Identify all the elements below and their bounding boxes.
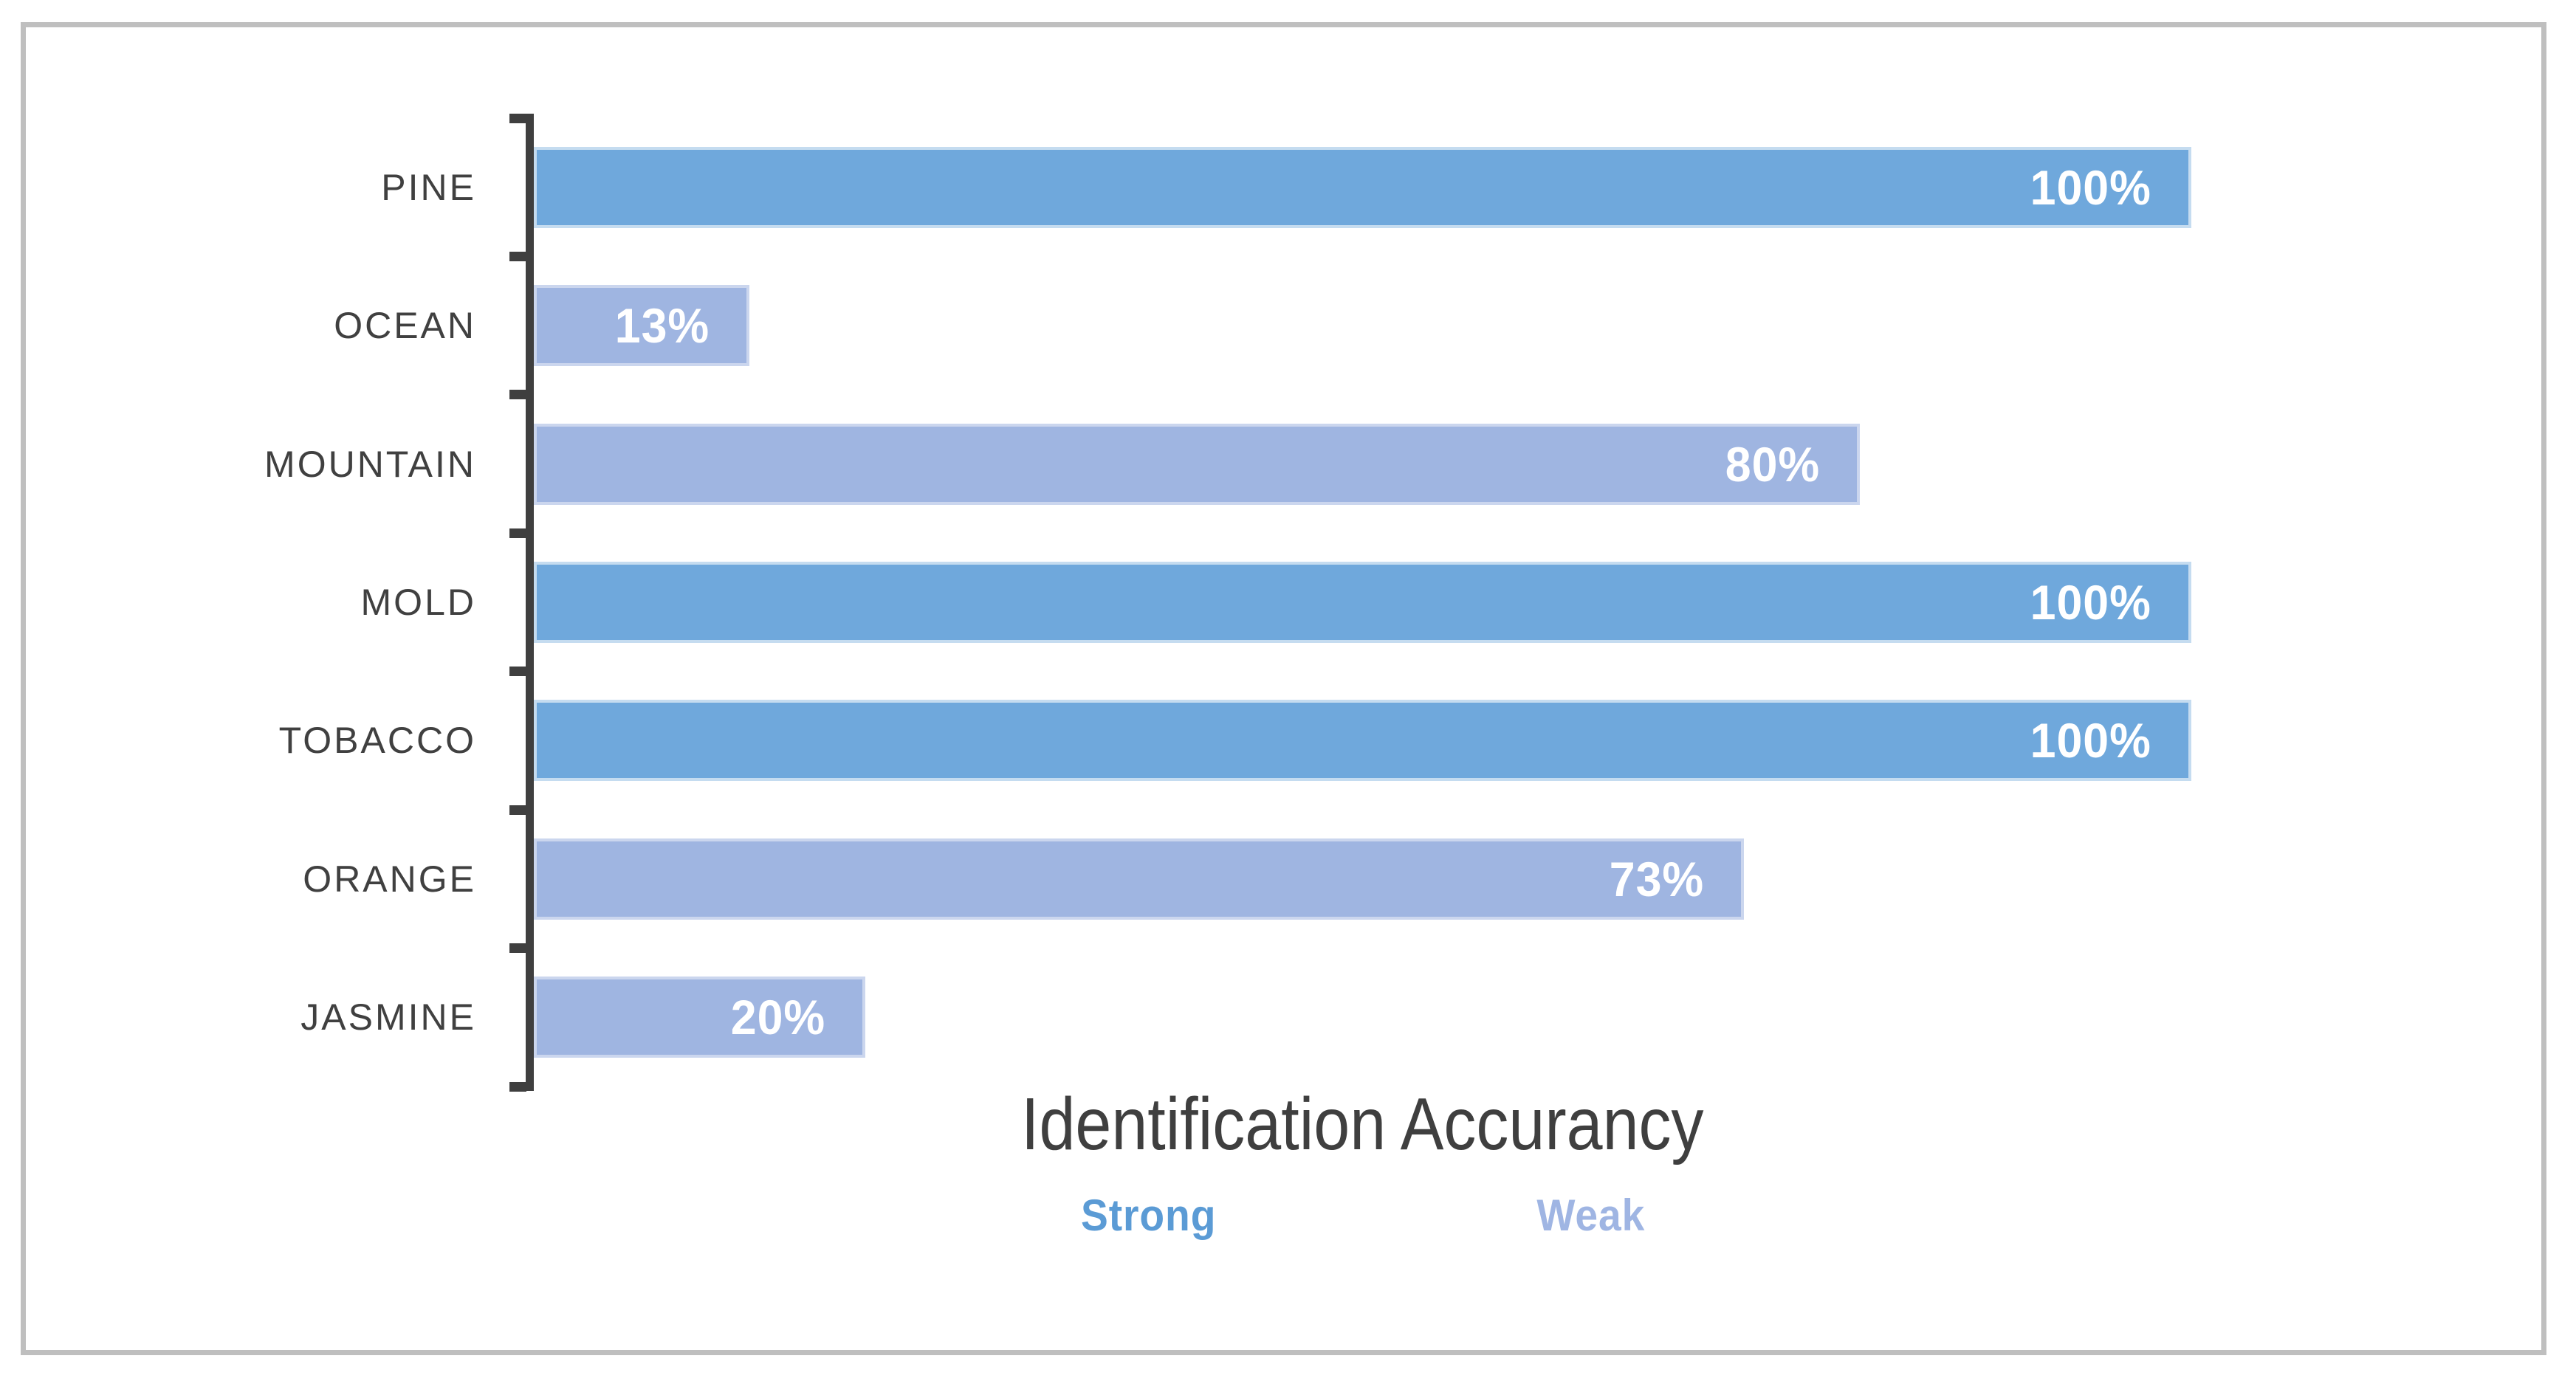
chart-title-wrap: Identification Accurancy xyxy=(534,1084,2191,1165)
axis-tick xyxy=(509,528,526,538)
value-label: 100% xyxy=(2030,713,2151,768)
bar-orange: 73% xyxy=(534,838,1744,920)
value-label: 73% xyxy=(1609,851,1704,906)
bar-ocean: 13% xyxy=(534,285,749,367)
legend-item-strong: Strong xyxy=(1080,1191,1217,1240)
value-label: 100% xyxy=(2030,575,2151,630)
category-label: ORANGE xyxy=(303,858,476,900)
bar-tobacco: 100% xyxy=(534,700,2191,782)
axis-tick xyxy=(509,1081,526,1092)
value-label: 100% xyxy=(2030,159,2151,215)
axis-tick xyxy=(509,667,526,677)
axis-tick xyxy=(509,805,526,815)
chart-frame xyxy=(21,22,2546,1355)
category-label: MOUNTAIN xyxy=(264,443,476,485)
category-label: TOBACCO xyxy=(278,720,476,762)
bar-jasmine: 20% xyxy=(534,977,865,1058)
category-label: MOLD xyxy=(360,581,476,623)
value-label: 20% xyxy=(730,990,825,1045)
legend: Strong Weak xyxy=(534,1190,2191,1241)
category-label: OCEAN xyxy=(334,305,476,347)
axis-tick xyxy=(509,943,526,954)
y-axis-line xyxy=(526,114,534,1091)
axis-tick xyxy=(509,113,526,123)
bar-mold: 100% xyxy=(534,562,2191,643)
axis-tick xyxy=(509,390,526,400)
bar-pine: 100% xyxy=(534,146,2191,228)
category-label: JASMINE xyxy=(300,996,476,1039)
category-label: PINE xyxy=(381,166,476,208)
bar-mountain: 80% xyxy=(534,423,1860,505)
chart-title: Identification Accurancy xyxy=(1021,1083,1704,1165)
legend-item-weak: Weak xyxy=(1536,1191,1646,1240)
value-label: 13% xyxy=(614,298,710,354)
axis-tick xyxy=(509,251,526,261)
value-label: 80% xyxy=(1725,436,1820,492)
